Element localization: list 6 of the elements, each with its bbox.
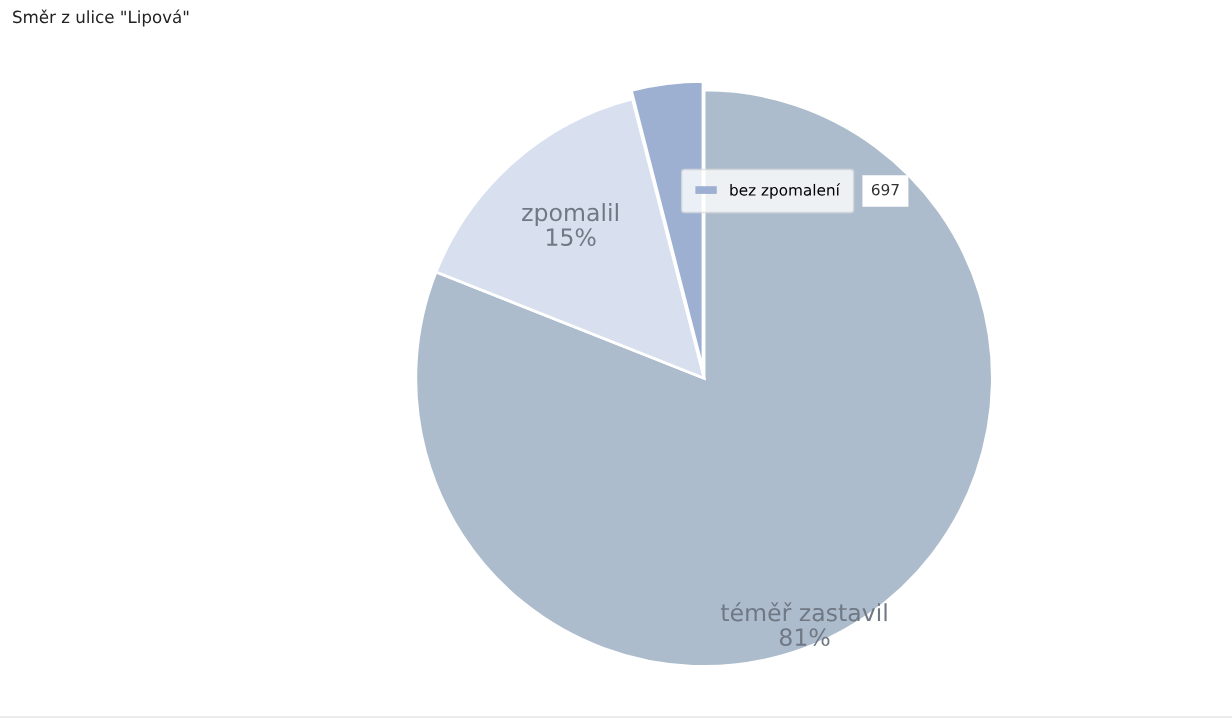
text: 697 bbox=[871, 183, 899, 196]
data-label: 15% bbox=[546, 228, 596, 246]
slice-label: zpomalil bbox=[522, 203, 618, 226]
text: Směr z ulice "Lipová" bbox=[13, 9, 189, 27]
legend-label: bez zpomalení bbox=[730, 183, 841, 199]
data-label: 81% bbox=[779, 628, 830, 647]
